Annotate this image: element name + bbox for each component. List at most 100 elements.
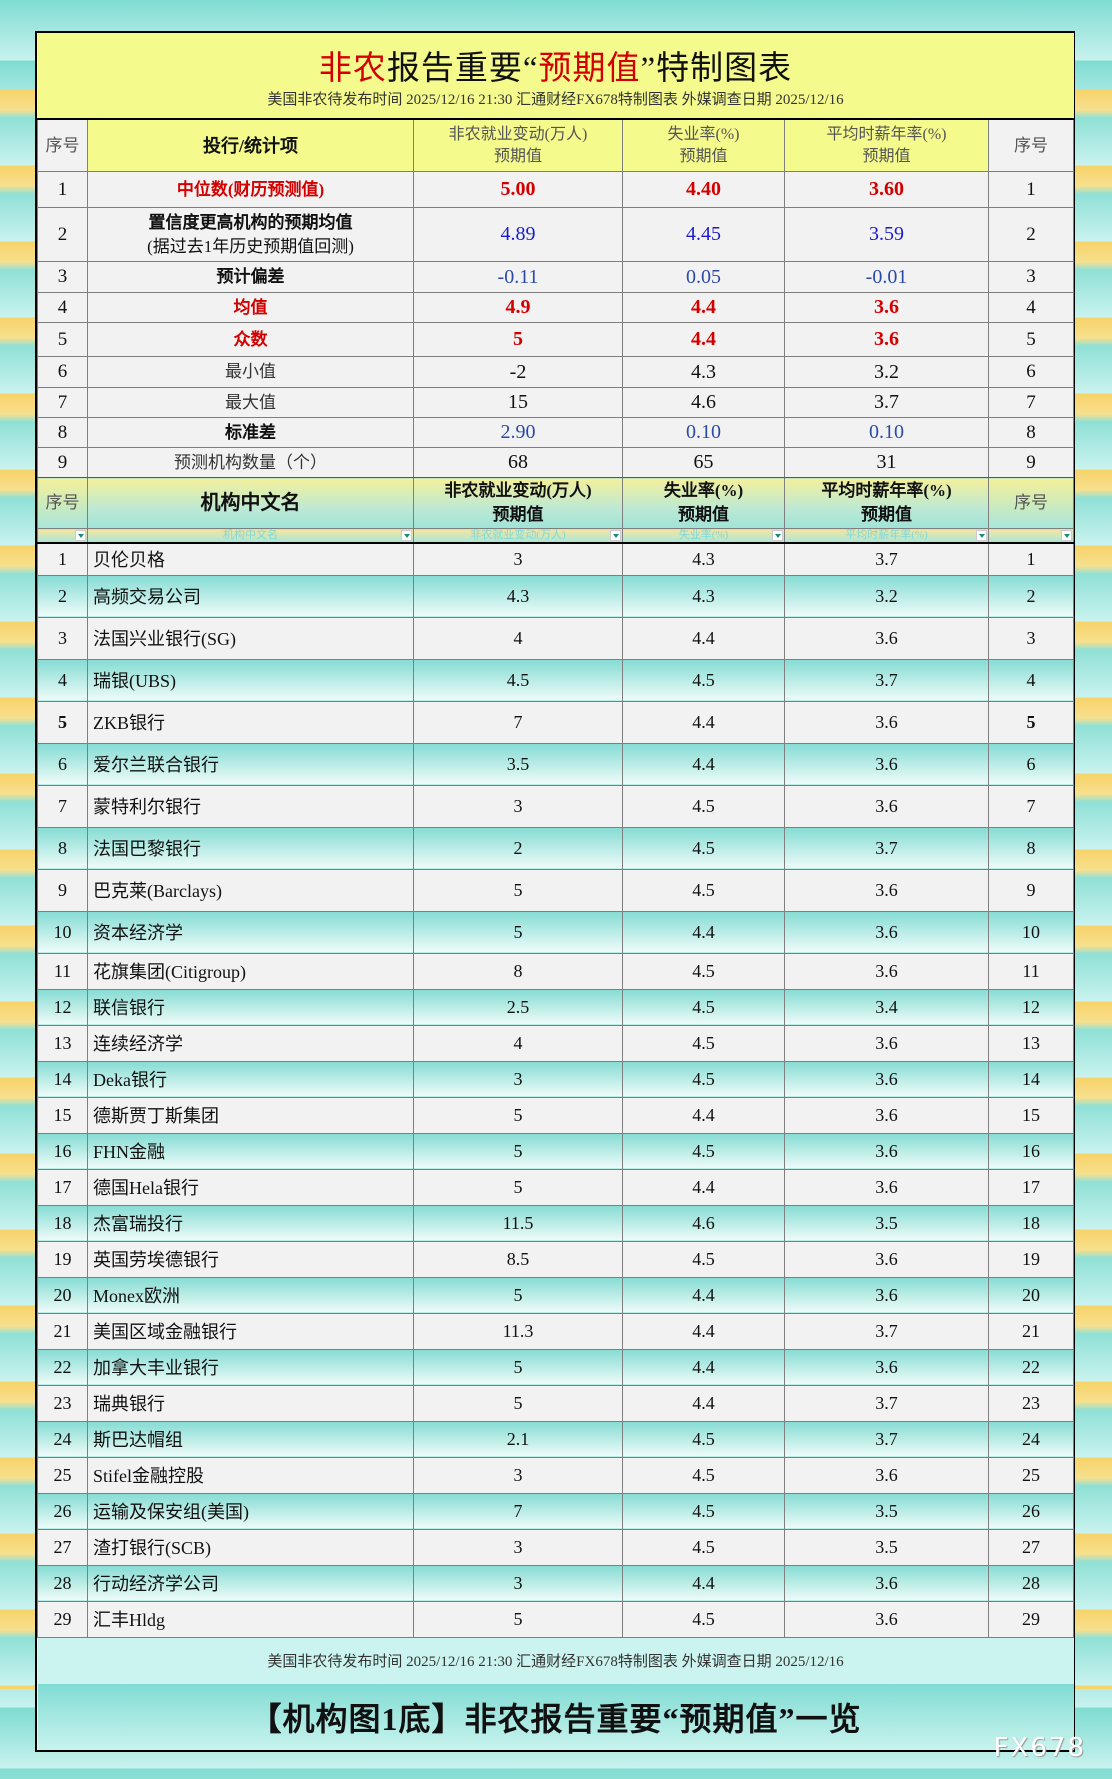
row-number: 15	[987, 1096, 1075, 1134]
filter-cell-name[interactable]: 机构中文名	[87, 528, 414, 544]
stat-row: 5 众数 5 4.4 3.6 5	[37, 322, 1075, 357]
filter-dropdown-icon[interactable]	[401, 530, 412, 541]
stat-label-text: 均值	[233, 297, 268, 317]
nfp-header: 非农就业变动(万人) 预期值	[413, 477, 623, 529]
institution-row: 27 渣打银行(SCB) 3 4.5 3.5 27	[37, 1528, 1075, 1566]
unemployment-forecast: 4.5	[622, 1600, 785, 1638]
row-number: 23	[37, 1384, 88, 1422]
unemp-header: 失业率(%) 预期值	[622, 118, 785, 172]
institution-row: 6 爱尔兰联合银行 3.5 4.4 3.6 6	[37, 742, 1075, 786]
wage-forecast: 3.6	[784, 1456, 989, 1494]
institution-row: 9 巴克莱(Barclays) 5 4.5 3.6 9	[37, 868, 1075, 912]
institution-row: 21 美国区域金融银行 11.3 4.4 3.7 21	[37, 1312, 1075, 1350]
row-number: 16	[987, 1132, 1075, 1170]
filter-label: 平均时薪年率(%)	[845, 529, 928, 541]
stat-label-text: 中位数(财历预测值)	[176, 179, 325, 199]
institution-row: 4 瑞银(UBS) 4.5 4.5 3.7 4	[37, 658, 1075, 702]
header-label: 失业率(%)	[667, 125, 740, 143]
institution-name: Stifel金融控股	[87, 1456, 414, 1494]
unemployment-forecast: 4.4	[622, 1564, 785, 1602]
stat-label: 预计偏差	[87, 261, 414, 293]
stat-label-text: 标准差	[225, 422, 276, 442]
row-number: 27	[987, 1528, 1075, 1566]
filter-dropdown-icon[interactable]	[1061, 530, 1073, 541]
unemployment-forecast: 4.4	[622, 1384, 785, 1422]
stat-value-wage: 3.60	[784, 171, 989, 208]
stat-value-nfp: -2	[413, 356, 623, 388]
stat-value-wage: 3.6	[784, 292, 989, 323]
stat-row: 9 预测机构数量（个） 68 65 31 9	[37, 447, 1075, 478]
forecast-sheet: 非农报告重要“预期值”特制图表 美国非农待发布时间 2025/12/16 21:…	[35, 31, 1075, 1752]
row-number: 19	[987, 1240, 1075, 1278]
nfp-forecast: 2	[413, 826, 623, 870]
institution-name: 资本经济学	[87, 910, 414, 954]
nfp-forecast: 5	[413, 1168, 623, 1206]
institution-name: 蒙特利尔银行	[87, 784, 414, 828]
unemployment-forecast: 4.5	[622, 784, 785, 828]
unemployment-forecast: 4.4	[622, 742, 785, 786]
row-number: 8	[987, 417, 1075, 448]
filter-dropdown-icon[interactable]	[610, 530, 621, 541]
stat-value-nfp: 4.89	[413, 207, 623, 262]
wage-header: 平均时薪年率(%) 预期值	[784, 477, 989, 529]
wage-forecast: 3.6	[784, 1600, 989, 1638]
nfp-forecast: 4	[413, 616, 623, 660]
filter-cell-wage[interactable]: 平均时薪年率(%)	[784, 528, 989, 544]
row-number: 8	[37, 826, 88, 870]
name-header: 机构中文名	[87, 477, 414, 529]
row-number: 4	[987, 292, 1075, 323]
seq-header: 序号	[987, 118, 1075, 172]
unemployment-forecast: 4.4	[622, 700, 785, 744]
stat-value-nfp: 2.90	[413, 417, 623, 448]
institution-name: 贝伦贝格	[87, 542, 414, 576]
institution-row: 13 连续经济学 4 4.5 3.6 13	[37, 1024, 1075, 1062]
stat-label-text: 最小值	[225, 362, 276, 381]
row-number: 19	[37, 1240, 88, 1278]
institution-name: 杰富瑞投行	[87, 1204, 414, 1242]
row-number: 22	[987, 1348, 1075, 1386]
institution-name: 行动经济学公司	[87, 1564, 414, 1602]
stat-label: 预测机构数量（个）	[87, 447, 414, 478]
row-number: 12	[37, 988, 88, 1026]
header-label: 非农就业变动(万人)	[444, 481, 592, 500]
institution-row: 16 FHN金融 5 4.5 3.6 16	[37, 1132, 1075, 1170]
stat-label: 最大值	[87, 387, 414, 418]
row-number: 21	[37, 1312, 88, 1350]
unemployment-forecast: 4.6	[622, 1204, 785, 1242]
wage-forecast: 3.6	[784, 1132, 989, 1170]
institution-row: 1 贝伦贝格 3 4.3 3.7 1	[37, 542, 1075, 576]
wage-forecast: 3.2	[784, 574, 989, 618]
filter-cell-seq[interactable]	[987, 528, 1075, 544]
row-number: 28	[987, 1564, 1075, 1602]
row-number: 5	[37, 700, 88, 744]
title-block: 非农报告重要“预期值”特制图表 美国非农待发布时间 2025/12/16 21:…	[37, 33, 1074, 120]
filter-dropdown-icon[interactable]	[75, 530, 86, 541]
stat-label: 众数	[87, 322, 414, 357]
row-number: 22	[37, 1348, 88, 1386]
institution-name: 连续经济学	[87, 1024, 414, 1062]
stat-label-text: 最大值	[225, 392, 276, 412]
row-number: 6	[987, 742, 1075, 786]
filter-cell-seq[interactable]	[37, 528, 88, 544]
row-number: 3	[37, 261, 88, 293]
item-header: 投行/统计项	[87, 118, 414, 172]
stat-value-unemp: 4.4	[622, 322, 785, 357]
institution-row: 25 Stifel金融控股 3 4.5 3.6 25	[37, 1456, 1075, 1494]
stat-value-wage: 3.2	[784, 356, 989, 388]
unemployment-forecast: 4.5	[622, 1060, 785, 1098]
row-number: 7	[987, 387, 1075, 418]
row-number: 15	[37, 1096, 88, 1134]
stat-value-unemp: 4.45	[622, 207, 785, 262]
wage-forecast: 3.6	[784, 700, 989, 744]
title-part: 预期值	[538, 50, 641, 87]
row-number: 25	[987, 1456, 1075, 1494]
filter-dropdown-icon[interactable]	[772, 530, 783, 541]
row-number: 9	[37, 868, 88, 912]
institution-row: 10 资本经济学 5 4.4 3.6 10	[37, 910, 1075, 954]
left-stripe	[0, 90, 35, 1689]
filter-cell-unemp[interactable]: 失业率(%)	[622, 528, 785, 544]
filter-dropdown-icon[interactable]	[976, 530, 987, 541]
filter-cell-nfp[interactable]: 非农就业变动(万人)	[413, 528, 623, 544]
institution-row: 20 Monex欧洲 5 4.4 3.6 20	[37, 1276, 1075, 1314]
nfp-forecast: 5	[413, 910, 623, 954]
